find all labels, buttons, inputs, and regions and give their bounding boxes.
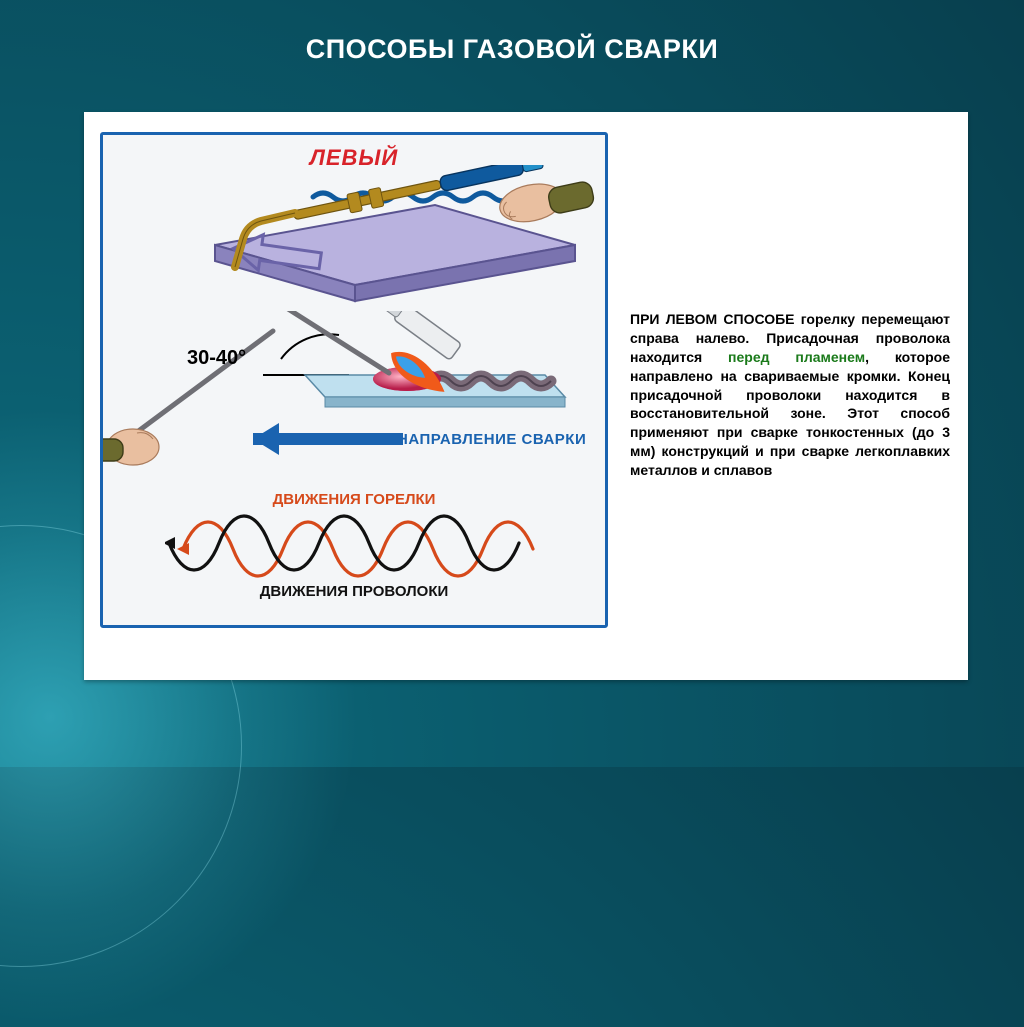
angle-label: 30-40° bbox=[187, 347, 246, 370]
desc-highlight: перед пламенем bbox=[728, 349, 865, 365]
motion-waves bbox=[165, 513, 545, 579]
direction-label: НАПРАВЛЕНИЕ СВАРКИ bbox=[397, 431, 586, 448]
motion-wire-label: ДВИЖЕНИЯ ПРОВОЛОКИ bbox=[103, 583, 605, 600]
slide-title: СПОСОБЫ ГАЗОВОЙ СВАРКИ bbox=[0, 34, 1024, 65]
motion-torch-label: ДВИЖЕНИЯ ГОРЕЛКИ bbox=[103, 491, 605, 508]
content-card: ЛЕВЫЙ bbox=[84, 112, 968, 680]
desc-lead: ПРИ ЛЕВОМ СПОСОБЕ bbox=[630, 311, 795, 327]
diagram-panel: ЛЕВЫЙ bbox=[100, 132, 608, 628]
description-text: ПРИ ЛЕВОМ СПОСОБЕ горелку перемещают спр… bbox=[630, 310, 950, 480]
desc-part2: , которое направлено на свариваемые кром… bbox=[630, 349, 950, 478]
